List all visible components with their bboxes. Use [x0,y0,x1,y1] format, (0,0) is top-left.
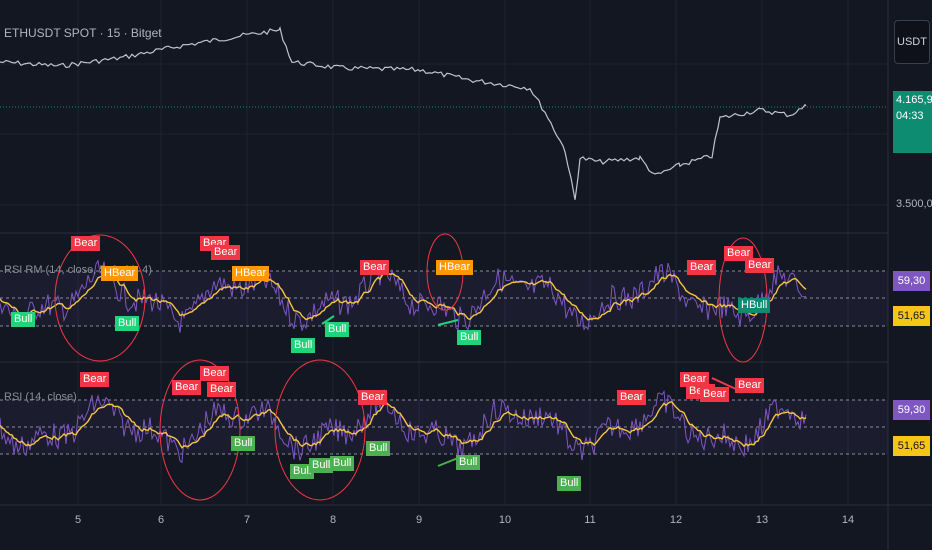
bear-signal-label: Bear [735,378,765,393]
bear-signal-label: Bear [745,258,775,273]
bull-signal-label: Bull [366,441,391,456]
time-axis-tick: 13 [755,514,769,526]
rsi-line-pane1 [0,259,807,333]
time-axis-tick: 7 [243,514,251,526]
bull-signal-label: Bull [11,312,36,327]
bear-signal-label: Bear [700,387,730,402]
bear-signal-label: Bear [200,366,230,381]
bear-signal-label: Bear [211,245,241,260]
bear-signal-label: Bear [358,390,388,405]
time-axis-tick: 12 [669,514,683,526]
bull-signal-label: Bull [457,330,482,345]
hidden-bear-signal-label: HBear [436,260,474,275]
grid-lines [0,0,888,505]
signal-line-pane2 [0,401,807,449]
bear-signal-label: Bear [360,260,390,275]
pane1-upper-badge: 59,30 [893,271,930,291]
time-axis-tick: 14 [841,514,855,526]
bear-signal-label: Bear [71,236,101,251]
bear-signal-label: Bear [617,390,647,405]
rsi-levels-pane2 [0,399,888,455]
rsi-line-pane2 [0,389,807,464]
hidden-bear-signal-label: HBear [232,266,270,281]
pane2-upper-badge: 59,30 [893,400,930,420]
time-axis-tick: 5 [74,514,82,526]
time-axis-tick: 11 [584,514,596,526]
divergence-lines [118,315,739,467]
bull-signal-label: Bull [115,316,140,331]
bull-signal-label: Bull [456,455,481,470]
bear-signal-label: Bear [80,372,110,387]
time-axis-tick: 9 [415,514,423,526]
signal-line-pane1 [0,271,807,321]
bear-signal-label: Bear [680,372,710,387]
pane1-lower-badge: 51,65 [893,306,930,326]
bull-signal-label: Bull [557,476,582,491]
pane2-lower-badge: 51,65 [893,436,930,456]
bear-signal-label: Bear [724,246,754,261]
currency-button[interactable]: USDT [894,20,930,64]
bear-signal-label: Bear [687,260,717,275]
hidden-bear-signal-label: HBear [101,266,139,281]
bar-countdown: 04:33 [896,110,924,122]
time-axis-tick: 8 [329,514,337,526]
current-price-tag: 4.165,97 04:33 [893,91,932,153]
price-level-label: 3.500,00 [896,198,932,210]
bull-signal-label: Bull [330,456,355,471]
bear-signal-label: Bear [172,380,202,395]
divergence-circles [54,233,768,501]
current-price-value: 4.165,97 [896,94,932,106]
bull-signal-label: Bull [309,458,334,473]
pane2-title[interactable]: RSI (14, close) [4,391,77,403]
bull-signal-label: Bull [290,464,315,479]
bull-signal-label: Bull [231,436,256,451]
bull-signal-label: Bull [291,338,316,353]
symbol-title[interactable]: ETHUSDT SPOT · 15 · Bitget [4,26,162,40]
time-axis-tick: 6 [157,514,165,526]
bear-signal-label: Bear [207,382,237,397]
hidden-bull-signal-label: HBull [738,298,771,313]
price-series [0,26,807,200]
bull-signal-label: Bull [325,322,350,337]
time-axis-tick: 10 [498,514,512,526]
